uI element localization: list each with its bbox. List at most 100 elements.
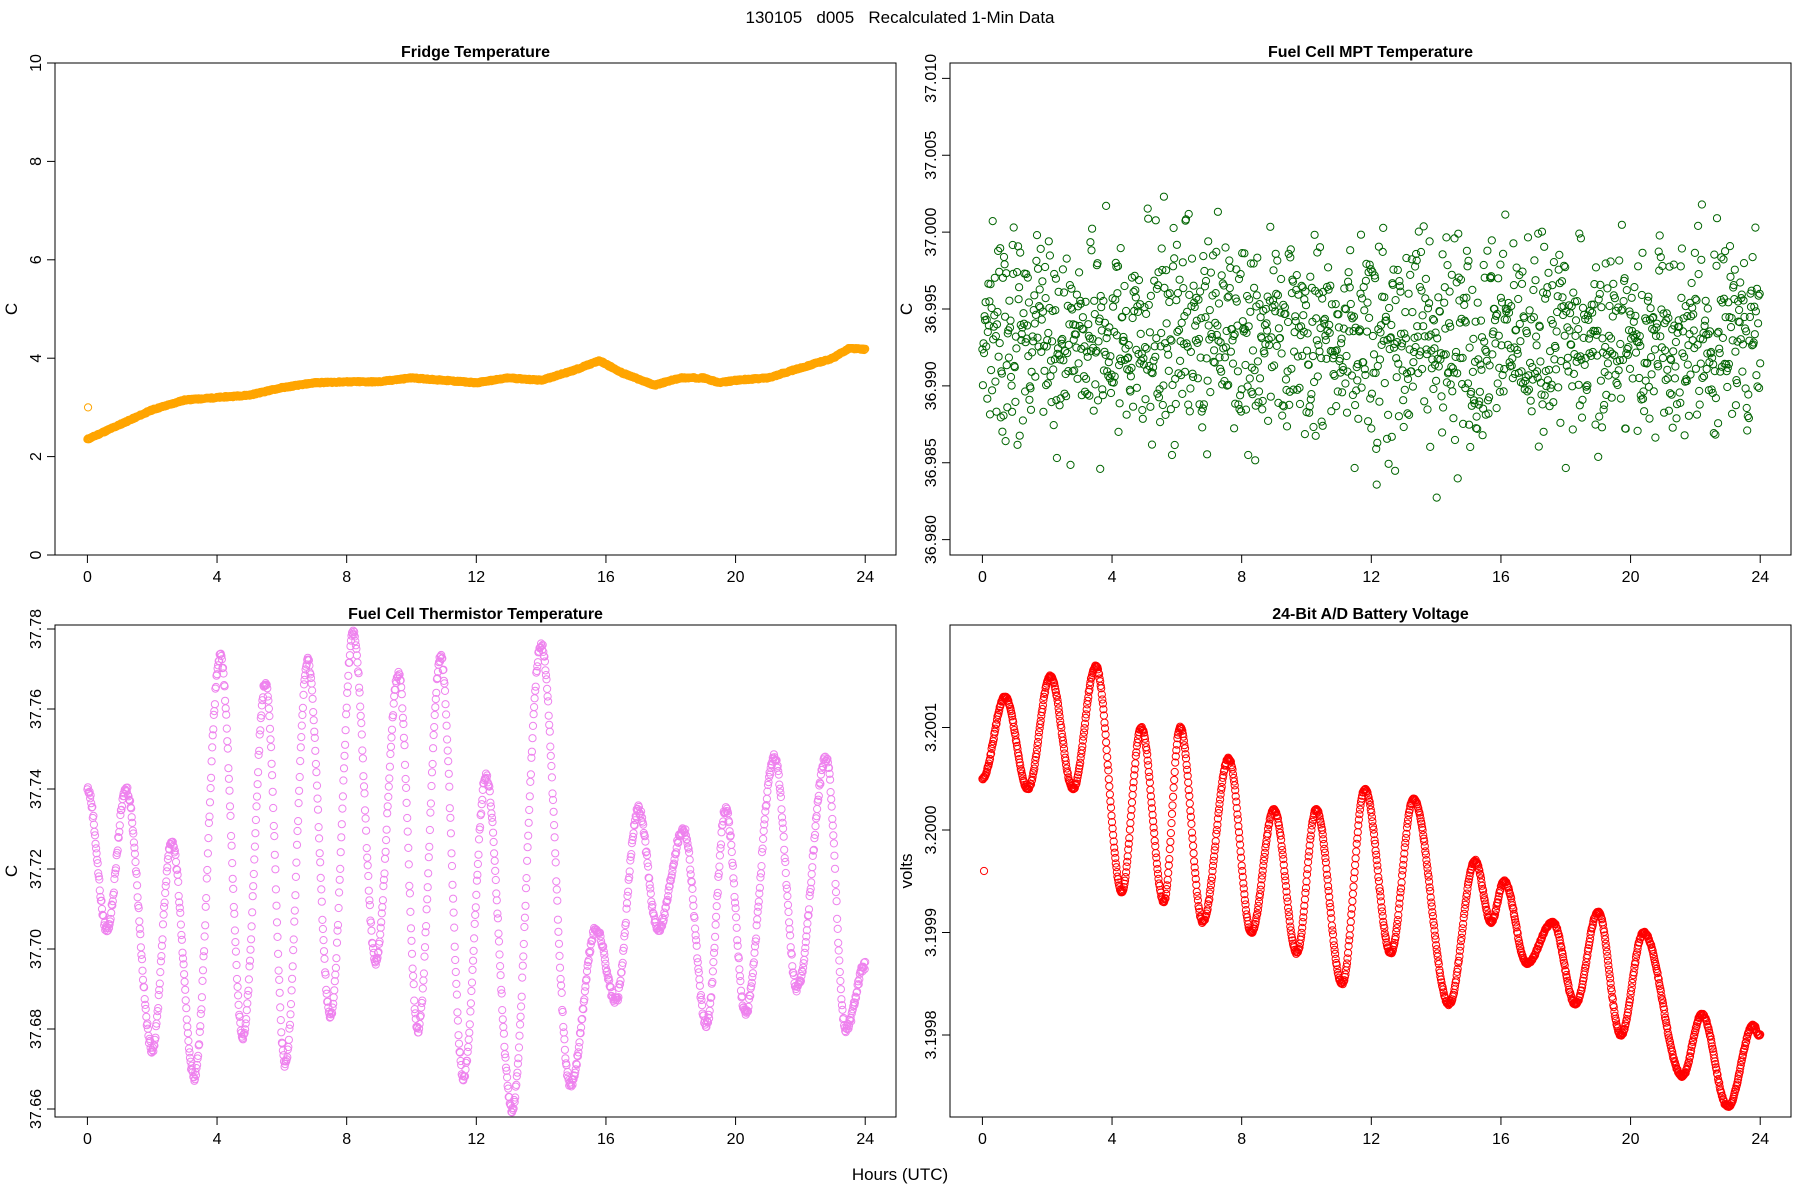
data-point: [194, 1051, 203, 1061]
data-point: [1181, 754, 1191, 763]
data-point: [1528, 375, 1537, 384]
data-point: [503, 1073, 512, 1082]
data-point: [551, 858, 560, 867]
data-point: [1494, 274, 1503, 283]
data-point: [1320, 314, 1330, 323]
data-point: [1341, 379, 1350, 388]
data-point: [93, 859, 102, 868]
data-point: [1367, 424, 1376, 433]
data-point: [1260, 349, 1269, 358]
data-point: [400, 741, 409, 750]
data-point: [1695, 386, 1704, 396]
data-point: [1508, 374, 1517, 383]
data-point: [796, 976, 806, 986]
data-point: [1103, 760, 1112, 769]
data-point: [1583, 381, 1592, 390]
data-point: [747, 978, 756, 988]
data-point: [289, 946, 298, 955]
data-point: [514, 1043, 524, 1052]
data-point: [143, 1019, 152, 1028]
data-point: [1001, 312, 1010, 321]
data-point: [1455, 318, 1465, 327]
data-point: [338, 804, 347, 813]
data-point: [1009, 223, 1018, 232]
data-point: [1138, 414, 1147, 423]
data-point: [290, 906, 299, 915]
data-point: [214, 661, 223, 670]
data-point: [1400, 329, 1409, 338]
data-point: [218, 663, 228, 673]
data-point: [1122, 306, 1131, 316]
data-point: [1344, 277, 1353, 286]
data-point: [1124, 845, 1133, 854]
data-point: [1015, 431, 1024, 440]
data-point: [1716, 367, 1725, 376]
data-point: [92, 849, 101, 858]
data-point: [1384, 459, 1393, 468]
data-point: [490, 856, 499, 865]
data-point: [1223, 381, 1232, 390]
data-point: [1654, 247, 1663, 256]
data-point: [1696, 359, 1705, 368]
data-point: [1207, 332, 1217, 342]
data-point: [298, 710, 307, 720]
data-point: [1024, 298, 1034, 307]
data-point: [550, 821, 559, 830]
data-point: [1157, 328, 1166, 338]
data-point: [364, 871, 373, 881]
data-point: [1633, 426, 1642, 435]
data-point: [1236, 270, 1245, 279]
data-point: [182, 1015, 191, 1024]
data-point: [1322, 354, 1331, 363]
data-point: [1537, 227, 1547, 236]
data-point: [529, 710, 538, 719]
data-point: [488, 818, 497, 827]
data-point: [311, 746, 320, 755]
data-point: [1258, 405, 1267, 414]
data-point: [1630, 283, 1639, 292]
data-point: [858, 967, 867, 976]
data-point: [233, 982, 242, 992]
data-point: [453, 1008, 462, 1017]
data-point: [1144, 767, 1153, 777]
data-point: [130, 843, 139, 852]
data-point: [522, 874, 531, 883]
data-point: [1042, 381, 1051, 390]
data-point: [454, 1039, 464, 1048]
data-point: [171, 857, 181, 867]
data-point: [514, 1054, 523, 1063]
data-point: [1421, 294, 1430, 303]
data-point: [1475, 397, 1484, 406]
data-point: [1299, 311, 1308, 320]
data-point: [1119, 336, 1129, 345]
data-point: [108, 897, 117, 906]
data-point: [1578, 395, 1587, 404]
data-point: [999, 252, 1009, 262]
data-point: [524, 818, 533, 827]
data-point: [270, 832, 279, 841]
data-point: [1594, 295, 1603, 304]
data-point: [1727, 313, 1736, 323]
data-point: [1249, 259, 1258, 268]
x-tick-label: 24: [1751, 1131, 1769, 1148]
data-point: [425, 825, 434, 835]
data-point: [137, 950, 146, 960]
data-point: [1497, 298, 1507, 307]
data-point: [548, 795, 558, 805]
data-point: [981, 298, 990, 307]
data-point: [1286, 245, 1295, 254]
data-point: [1496, 260, 1505, 269]
data-point: [1019, 309, 1028, 318]
data-point: [153, 1012, 162, 1021]
data-point: [464, 1042, 473, 1052]
data-point: [1017, 336, 1026, 345]
data-point: [204, 818, 213, 828]
data-point: [386, 749, 395, 759]
data-point: [1060, 389, 1069, 398]
data-series: [83, 626, 870, 1117]
data-point: [174, 891, 183, 901]
data-point: [1536, 378, 1546, 387]
data-point: [1032, 231, 1042, 240]
data-point: [1537, 390, 1546, 399]
data-point: [335, 875, 344, 884]
